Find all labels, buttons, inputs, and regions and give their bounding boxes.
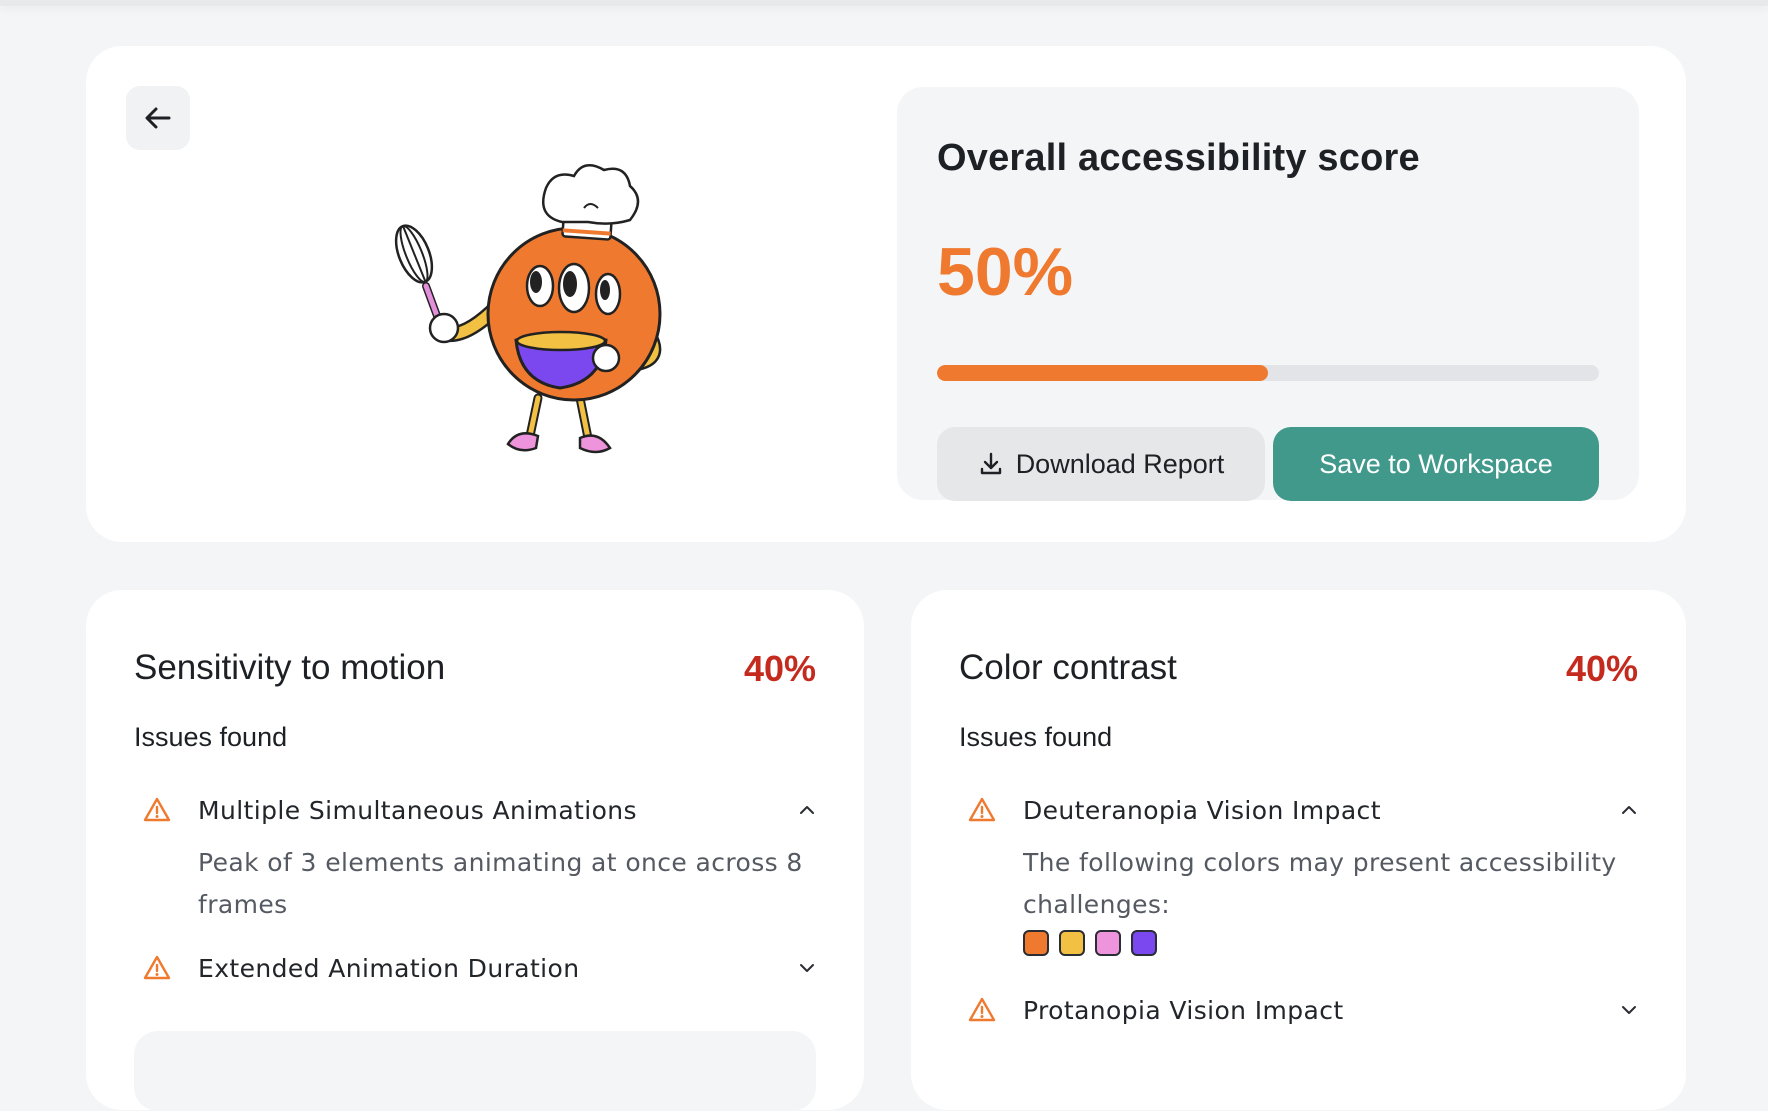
arrow-left-icon	[145, 107, 171, 129]
card-title: Color contrast	[959, 648, 1177, 687]
issue-item: Protanopia Vision Impact	[967, 990, 1642, 1030]
issues-heading: Issues found	[959, 722, 1113, 752]
issue-label: Multiple Simultaneous Animations	[198, 795, 637, 825]
issue-header[interactable]: Deuteranopia Vision Impact	[967, 790, 1642, 830]
warning-icon	[143, 797, 171, 822]
color-contrast-card: Color contrast 40% Issues found Deuteran…	[911, 590, 1686, 1110]
chef-mascot-illustration	[394, 163, 662, 454]
issue-item: Deuteranopia Vision Impact The following…	[967, 790, 1642, 956]
next-section-block	[134, 1031, 816, 1111]
warning-icon	[968, 797, 996, 822]
issue-label: Extended Animation Duration	[198, 953, 580, 983]
issue-item: Multiple Simultaneous Animations Peak of…	[142, 790, 820, 926]
color-swatch	[1095, 930, 1121, 956]
card-title: Sensitivity to motion	[134, 648, 446, 687]
issues-heading: Issues found	[134, 722, 288, 752]
chevron-down-icon[interactable]	[1616, 997, 1642, 1023]
card-score: 40%	[743, 648, 816, 689]
chevron-down-icon[interactable]	[794, 955, 820, 981]
save-to-workspace-button[interactable]: Save to Workspace	[1273, 427, 1599, 501]
warning-icon	[143, 955, 171, 980]
issue-description: Peak of 3 elements animating at once acr…	[198, 848, 803, 919]
issue-item: Extended Animation Duration	[142, 948, 820, 988]
download-report-label: Download Report	[1015, 448, 1225, 479]
issue-header[interactable]: Extended Animation Duration	[142, 948, 820, 988]
issue-description: The following colors may present accessi…	[1023, 848, 1617, 919]
score-progress-fill	[937, 365, 1268, 381]
chevron-up-icon[interactable]	[1616, 797, 1642, 823]
color-swatch	[1023, 930, 1049, 956]
issue-header[interactable]: Protanopia Vision Impact	[967, 990, 1642, 1030]
score-progress-bar	[937, 365, 1599, 381]
save-to-workspace-label: Save to Workspace	[1319, 448, 1553, 479]
top-bar	[0, 0, 1768, 6]
score-panel: Overall accessibility score 50% Download…	[897, 87, 1639, 501]
back-button[interactable]	[126, 86, 190, 150]
chevron-up-icon[interactable]	[794, 797, 820, 823]
overall-score-value: 50%	[937, 234, 1074, 310]
download-report-button[interactable]: Download Report	[937, 427, 1265, 501]
score-title: Overall accessibility score	[937, 137, 1420, 179]
download-icon	[980, 452, 1001, 475]
whisk-icon	[394, 224, 444, 328]
issue-label: Deuteranopia Vision Impact	[1023, 795, 1381, 825]
card-score: 40%	[1565, 648, 1638, 689]
color-swatch	[1059, 930, 1085, 956]
issue-label: Protanopia Vision Impact	[1023, 995, 1344, 1025]
summary-card: Overall accessibility score 50% Download…	[86, 46, 1686, 542]
color-swatch	[1131, 930, 1157, 956]
motion-sensitivity-card: Sensitivity to motion 40% Issues found M…	[86, 590, 864, 1111]
issue-header[interactable]: Multiple Simultaneous Animations	[142, 790, 820, 830]
warning-icon	[968, 997, 996, 1022]
color-swatches	[1023, 930, 1642, 956]
